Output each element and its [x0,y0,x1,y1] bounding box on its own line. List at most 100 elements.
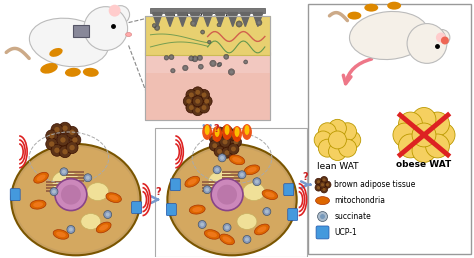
Ellipse shape [106,193,121,203]
Circle shape [199,102,210,113]
Circle shape [200,222,204,227]
Circle shape [184,67,187,69]
Circle shape [189,105,194,110]
Circle shape [431,123,455,147]
Ellipse shape [14,147,137,252]
Bar [46,190,64,192]
Circle shape [320,186,328,193]
Circle shape [228,130,239,140]
Circle shape [218,62,222,66]
Bar [66,180,84,182]
Circle shape [322,188,326,191]
Polygon shape [165,13,175,27]
Ellipse shape [208,171,236,193]
Circle shape [214,146,225,157]
Circle shape [192,96,203,107]
Ellipse shape [219,234,235,245]
Circle shape [210,133,220,144]
Bar [46,184,64,186]
Circle shape [155,25,160,30]
Polygon shape [190,13,200,27]
Bar [46,181,64,183]
Circle shape [59,122,71,134]
FancyBboxPatch shape [284,184,294,196]
Circle shape [69,228,73,231]
Text: brown adipose tissue: brown adipose tissue [335,180,416,189]
Circle shape [170,56,173,59]
Circle shape [201,92,207,97]
Ellipse shape [36,174,46,181]
Circle shape [69,130,75,135]
Text: ?: ? [155,187,161,197]
Circle shape [153,25,155,27]
Circle shape [231,132,236,137]
Circle shape [186,90,197,100]
Circle shape [265,209,269,214]
Text: succinate: succinate [335,212,371,221]
Circle shape [234,140,238,144]
Circle shape [203,186,211,194]
Circle shape [315,178,322,185]
Ellipse shape [245,125,249,135]
Circle shape [208,40,211,44]
Circle shape [197,55,202,61]
Circle shape [219,136,230,147]
Text: ?: ? [302,172,308,182]
Circle shape [55,148,60,153]
Circle shape [253,178,261,186]
Ellipse shape [215,127,219,137]
Circle shape [51,144,63,156]
Circle shape [106,213,109,216]
Bar [222,180,240,182]
Circle shape [198,221,206,229]
Circle shape [228,69,235,75]
Circle shape [172,70,174,72]
Circle shape [315,184,322,191]
Ellipse shape [242,124,252,140]
Ellipse shape [40,63,58,74]
Ellipse shape [365,4,378,12]
Ellipse shape [237,214,257,229]
Circle shape [221,147,232,158]
Circle shape [212,136,217,141]
Circle shape [192,22,195,25]
Circle shape [193,57,196,60]
Circle shape [324,181,331,188]
Circle shape [237,22,241,26]
Ellipse shape [53,230,69,239]
Circle shape [152,23,156,28]
Circle shape [156,27,158,29]
Circle shape [317,180,320,183]
Circle shape [326,183,329,186]
Circle shape [61,185,81,205]
Circle shape [46,138,58,150]
Circle shape [231,147,236,151]
Bar [222,177,240,179]
Circle shape [169,55,174,60]
Circle shape [199,90,210,100]
Text: obese WAT: obese WAT [396,160,452,169]
Bar [146,16,270,120]
Ellipse shape [232,126,242,142]
Circle shape [69,145,75,150]
Circle shape [192,56,198,62]
Circle shape [257,21,261,24]
Circle shape [55,127,60,132]
Circle shape [412,108,436,131]
Ellipse shape [262,190,278,199]
Text: mitochondria: mitochondria [335,196,385,205]
Bar [66,171,84,173]
Circle shape [238,171,246,179]
Circle shape [434,29,450,45]
Circle shape [407,23,447,63]
Ellipse shape [56,232,66,237]
Ellipse shape [99,224,108,231]
Circle shape [412,123,436,147]
Polygon shape [240,13,250,27]
Circle shape [59,146,71,158]
Circle shape [198,64,203,69]
Circle shape [212,143,217,148]
Ellipse shape [83,68,99,77]
Circle shape [218,24,220,26]
Circle shape [320,214,325,219]
